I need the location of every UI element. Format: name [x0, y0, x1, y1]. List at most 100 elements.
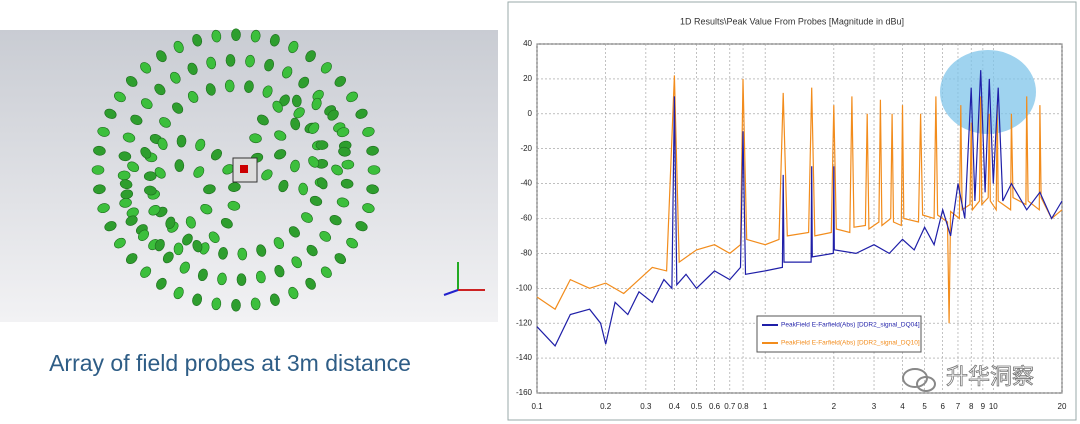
probe — [104, 108, 117, 119]
probe — [192, 293, 203, 306]
probe — [336, 197, 350, 208]
probe — [366, 145, 379, 156]
probe — [173, 286, 184, 300]
probe — [290, 117, 301, 131]
y-tick-label: -140 — [516, 353, 533, 362]
probe — [341, 159, 355, 170]
probe — [195, 138, 206, 151]
probe — [182, 233, 193, 246]
x-tick-label: 20 — [1058, 402, 1067, 411]
probe — [336, 127, 350, 138]
probe — [187, 90, 199, 103]
probe — [288, 286, 299, 300]
probe — [278, 179, 289, 193]
probe — [125, 75, 138, 87]
probe — [157, 137, 168, 151]
probe — [362, 126, 375, 137]
probe — [119, 198, 132, 208]
probe — [211, 29, 222, 43]
probe — [305, 277, 316, 290]
probe — [256, 244, 267, 257]
probe — [255, 270, 266, 284]
probe — [237, 247, 248, 261]
probe — [93, 145, 106, 156]
probe — [355, 221, 368, 232]
probe — [137, 229, 150, 242]
x-tick-label: 0.5 — [691, 402, 703, 411]
probe — [319, 230, 332, 242]
probe — [292, 94, 302, 108]
probe — [193, 166, 205, 178]
probe — [143, 171, 157, 181]
probe — [288, 226, 300, 238]
probe — [340, 178, 354, 189]
x-tick-label: 2 — [832, 402, 837, 411]
probe — [203, 184, 216, 195]
probe — [156, 277, 167, 290]
axis-gizmo — [443, 262, 485, 296]
probe — [257, 114, 269, 126]
probe — [269, 34, 280, 47]
probe — [118, 151, 132, 162]
probe — [250, 29, 261, 43]
probe — [220, 217, 233, 229]
probe — [346, 237, 358, 249]
probe — [329, 215, 342, 226]
probe — [154, 167, 166, 179]
x-tick-label: 4 — [900, 402, 905, 411]
probe — [192, 239, 203, 253]
probe — [274, 265, 285, 278]
y-tick-label: 0 — [528, 109, 533, 118]
probe — [338, 146, 351, 157]
probe — [306, 244, 318, 257]
probe — [119, 179, 133, 190]
probe — [250, 297, 261, 311]
probe — [224, 79, 235, 93]
y-tick-label: 20 — [523, 74, 532, 83]
x-tick-label: 0.8 — [737, 402, 749, 411]
probe — [140, 62, 152, 74]
probe — [308, 156, 320, 168]
probe — [290, 159, 300, 173]
probe — [156, 50, 167, 63]
x-tick-label: 1 — [763, 402, 768, 411]
probe — [140, 147, 152, 159]
probe — [312, 89, 324, 101]
probe — [231, 298, 241, 312]
probe — [192, 34, 203, 47]
series — [536, 70, 1063, 347]
probe — [236, 273, 247, 286]
probe — [366, 184, 379, 195]
probe — [187, 62, 198, 75]
x-tick-label: 8 — [969, 402, 974, 411]
probe — [262, 85, 273, 98]
probe — [269, 293, 280, 306]
legend-label: PeakField E-Farfield(Abs) [DDR2_signal_D… — [781, 322, 920, 329]
probe — [114, 237, 126, 249]
probe — [172, 102, 184, 114]
x-tick-label: 6 — [940, 402, 945, 411]
watermark-icon — [902, 368, 936, 392]
probe — [200, 203, 213, 215]
chart-title: 1D Results\Peak Value From Probes [Magni… — [680, 16, 904, 26]
probe — [291, 256, 302, 269]
x-tick-label: 5 — [922, 402, 927, 411]
probe — [334, 75, 347, 87]
probe — [261, 169, 273, 181]
probe — [173, 242, 184, 256]
probe — [308, 122, 320, 134]
y-tick-label: -60 — [520, 214, 532, 223]
x-tick-label: 0.7 — [724, 402, 736, 411]
probe — [245, 54, 255, 68]
probe — [317, 177, 328, 190]
probe — [179, 261, 190, 274]
probe — [273, 237, 285, 250]
x-tick-label: 10 — [989, 402, 998, 411]
probe — [93, 184, 106, 195]
probe — [140, 266, 152, 278]
highlight — [940, 50, 1036, 134]
probe — [174, 159, 185, 172]
probe — [320, 266, 332, 278]
probe — [327, 109, 339, 121]
